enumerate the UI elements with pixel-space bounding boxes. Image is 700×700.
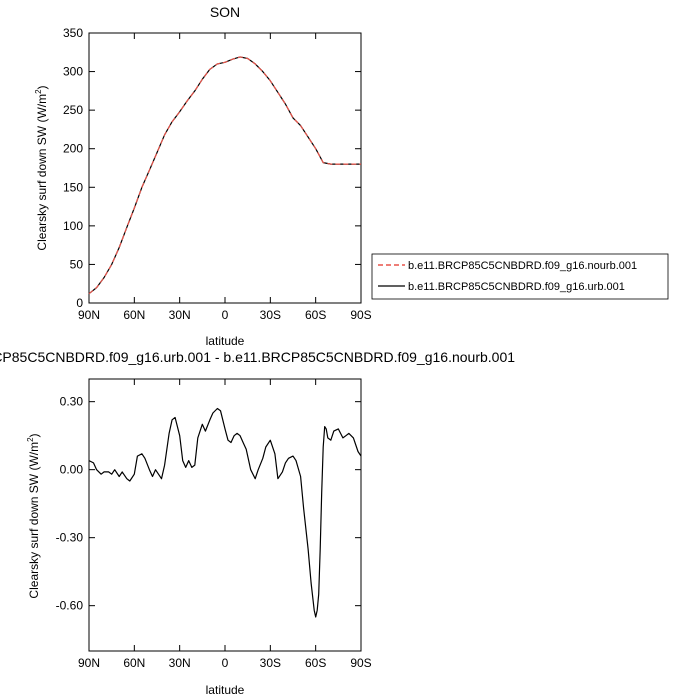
x-tick-label: 60N (123, 308, 145, 322)
x-tick-label: 90N (78, 656, 100, 670)
legend-entry-urb: b.e11.BRCP85C5CNBDRD.f09_g16.urb.001 (408, 281, 625, 293)
top-chart-title: SON (210, 4, 240, 20)
bottom-series-group (88, 407, 362, 618)
y-tick-label: 300 (63, 65, 83, 79)
top-panel: SON 0 50 100 150 200 250 300 350 90N 60N 30N 0 30S 6… (34, 4, 372, 348)
bottom-y-axis-label: Clearsky surf down SW (W/m2) (26, 433, 41, 598)
bottom-panel: b.e11.BRCP85C5CNBDRD.f09_g16.urb.001 - b… (0, 349, 515, 697)
y-tick-label: 0.00 (60, 463, 84, 477)
bottom-plot-frame (88, 378, 362, 652)
top-x-axis-label: latitude (206, 334, 245, 348)
x-tick-label: 30S (260, 308, 281, 322)
legend: b.e11.BRCP85C5CNBDRD.f09_g16.nourb.001 b… (371, 253, 669, 300)
top-series-group (88, 56, 361, 295)
y-tick-label: 250 (63, 103, 83, 117)
x-tick-label: 0 (222, 656, 229, 670)
y-tick-label: 350 (63, 26, 83, 40)
top-x-axis: 90N 60N 30N 0 30S 60S 90S (78, 33, 372, 322)
x-tick-label: 60N (123, 656, 145, 670)
x-tick-label: 60S (305, 656, 326, 670)
bottom-chart-title: b.e11.BRCP85C5CNBDRD.f09_g16.urb.001 - b… (0, 349, 515, 365)
x-tick-label: 30S (260, 656, 281, 670)
legend-box (371, 253, 669, 300)
y-tick-label: -0.60 (56, 599, 84, 613)
series-line-0-0 (88, 56, 361, 295)
top-plot-frame (88, 32, 362, 304)
bottom-y-axis: 0.30 0.00 -0.30 -0.60 (56, 395, 361, 613)
y-tick-label: 0.30 (60, 395, 84, 409)
x-tick-label: 30N (169, 308, 191, 322)
x-tick-label: 90S (350, 656, 371, 670)
x-tick-label: 90S (350, 308, 371, 322)
y-tick-label: 100 (63, 219, 83, 233)
x-tick-label: 0 (222, 308, 229, 322)
y-tick-label: 50 (70, 257, 84, 271)
top-y-axis: 0 50 100 150 200 250 300 350 (63, 26, 361, 310)
x-tick-label: 60S (305, 308, 326, 322)
y-tick-label: 200 (63, 142, 83, 156)
bottom-x-axis-label: latitude (206, 683, 245, 697)
y-tick-label: 0 (76, 296, 83, 310)
series-line-1-0 (88, 407, 362, 618)
x-tick-label: 90N (78, 308, 100, 322)
bottom-x-axis: 90N 60N 30N 0 30S 60S 90S (78, 379, 372, 670)
y-tick-label: -0.30 (56, 531, 84, 545)
y-tick-label: 150 (63, 180, 83, 194)
legend-entry-nourb: b.e11.BRCP85C5CNBDRD.f09_g16.nourb.001 (408, 260, 637, 272)
series-line-0-1 (88, 56, 361, 295)
x-tick-label: 30N (169, 656, 191, 670)
top-y-axis-label: Clearsky surf down SW (W/m2) (34, 85, 49, 250)
